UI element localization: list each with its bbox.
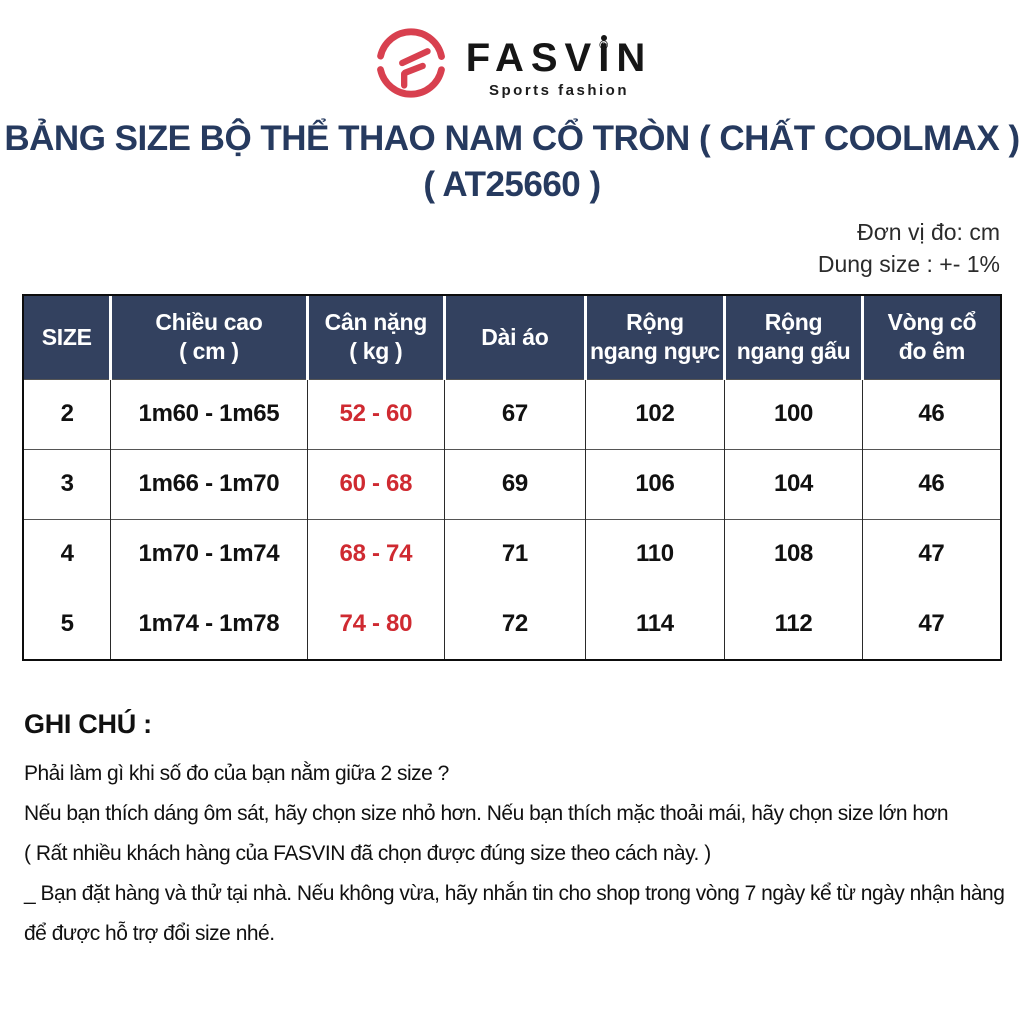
cell-height: 1m66 - 1m70 xyxy=(110,448,308,519)
cell-shirt-length: 72 xyxy=(444,589,586,659)
note-line: để được hỗ trợ đổi size nhé. xyxy=(24,922,275,945)
cell-weight: 74 - 80 xyxy=(306,589,445,659)
cell-chest: 102 xyxy=(584,378,725,449)
cell-height: 1m60 - 1m65 xyxy=(110,378,308,449)
cell-hem: 100 xyxy=(724,378,863,449)
cell-chest: 114 xyxy=(584,589,725,659)
cell-size: 4 xyxy=(24,518,111,589)
cell-chest: 110 xyxy=(584,518,725,589)
brand-wordmark-post: N xyxy=(616,35,653,80)
cell-hem: 112 xyxy=(724,589,863,659)
measurement-meta: Đơn vị đo: cm Dung size : +- 1% xyxy=(0,216,1000,280)
cell-shirt-length: 71 xyxy=(444,518,586,589)
note-line: _ Bạn đặt hàng và thử tại nhà. Nếu không… xyxy=(24,882,1005,905)
table-row: 2 1m60 - 1m65 52 - 60 67 102 100 46 xyxy=(24,378,1000,449)
brand-wordmark-i: I ® xyxy=(598,34,616,80)
cell-collar: 46 xyxy=(861,378,1000,449)
col-header-height: Chiều cao( cm ) xyxy=(109,296,308,379)
table-row: 5 1m74 - 1m78 74 - 80 72 114 112 47 xyxy=(24,589,1000,659)
col-header-collar: Vòng cổ đo êm xyxy=(860,296,1000,379)
notes-heading: GHI CHÚ : xyxy=(24,709,152,739)
cell-size: 5 xyxy=(24,589,111,659)
brand-logo: FASVI ® N Sports fashion xyxy=(0,0,1024,102)
col-header-weight: Cân nặng( kg ) xyxy=(305,296,445,379)
cell-hem: 104 xyxy=(724,448,863,519)
cell-weight: 52 - 60 xyxy=(306,378,445,449)
note-line: ( Rất nhiều khách hàng của FASVIN đã chọ… xyxy=(24,842,711,865)
cell-hem: 108 xyxy=(724,518,863,589)
tolerance-label: Dung size : +- 1% xyxy=(817,251,1000,277)
brand-wordmark-pre: FASV xyxy=(465,35,599,80)
cell-size: 3 xyxy=(24,448,111,519)
cell-collar: 47 xyxy=(861,589,1000,659)
cell-height: 1m70 - 1m74 xyxy=(110,518,308,589)
page-title-line2: ( AT25660 ) xyxy=(423,165,601,204)
brand-wordmark: FASVI ® N xyxy=(466,28,653,80)
col-header-chest: Rộng ngang ngực xyxy=(583,296,725,379)
cell-size: 2 xyxy=(24,378,111,449)
col-header-shirt-length: Dài áo xyxy=(443,296,586,379)
notes-section: GHI CHÚ : Phải làm gì khi số đo của bạn … xyxy=(24,709,1005,954)
registered-mark: ® xyxy=(599,37,609,52)
cell-height: 1m74 - 1m78 xyxy=(110,589,308,659)
col-header-size: SIZE xyxy=(24,296,111,379)
cell-chest: 106 xyxy=(584,448,725,519)
cell-weight: 68 - 74 xyxy=(306,518,445,589)
cell-collar: 46 xyxy=(861,448,1000,519)
note-line: Phải làm gì khi số đo của bạn nằm giữa 2… xyxy=(24,762,449,785)
table-row: 4 1m70 - 1m74 68 - 74 71 110 108 47 xyxy=(24,518,1000,589)
brand-tagline: Sports fashion xyxy=(488,81,629,99)
note-line: Nếu bạn thích dáng ôm sát, hãy chọn size… xyxy=(24,802,949,825)
page-title-line1: BẢNG SIZE BỘ THỂ THAO NAM CỔ TRÒN ( CHẤT… xyxy=(4,119,1020,158)
cell-weight: 60 - 68 xyxy=(306,448,445,519)
table-row: 3 1m66 - 1m70 60 - 68 69 106 104 46 xyxy=(24,448,1000,519)
fasvin-ring-icon xyxy=(376,28,446,98)
unit-label: Đơn vị đo: cm xyxy=(857,219,1000,245)
cell-shirt-length: 67 xyxy=(444,378,586,449)
col-header-hem: Rộng ngang gấu xyxy=(723,296,863,379)
table-header-row: SIZE Chiều cao( cm ) Cân nặng( kg ) Dài … xyxy=(24,296,1000,379)
page-title: BẢNG SIZE BỘ THỂ THAO NAM CỔ TRÒN ( CHẤT… xyxy=(0,116,1024,208)
cell-shirt-length: 69 xyxy=(444,448,586,519)
cell-collar: 47 xyxy=(861,518,1000,589)
size-table: SIZE Chiều cao( cm ) Cân nặng( kg ) Dài … xyxy=(22,294,1002,661)
brand-text: FASVI ® N Sports fashion xyxy=(466,28,653,99)
